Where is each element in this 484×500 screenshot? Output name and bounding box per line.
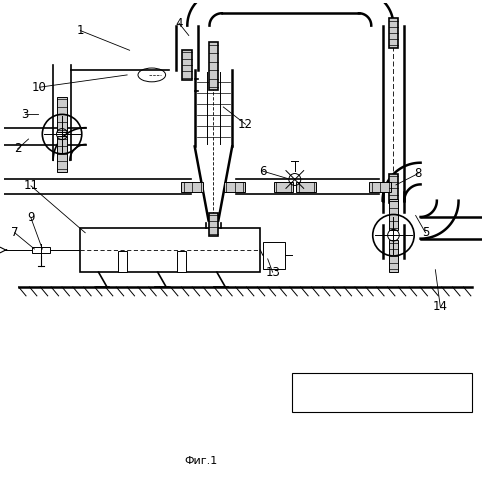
Text: -промывка: -промывка [338, 396, 396, 406]
Bar [368, 182, 390, 192]
Bar [388, 18, 397, 48]
Text: 4: 4 [175, 16, 182, 30]
Text: 14: 14 [432, 300, 447, 313]
Bar [80, 228, 260, 272]
Bar [57, 96, 67, 132]
Text: 5: 5 [421, 226, 428, 239]
Bar [292, 374, 471, 412]
Text: 1: 1 [76, 24, 84, 37]
Bar [388, 240, 397, 272]
Text: -фильтрация: -фильтрация [338, 378, 409, 388]
Bar [388, 198, 397, 230]
Bar [208, 212, 218, 236]
Text: 8: 8 [413, 167, 421, 180]
Bar [118, 252, 126, 272]
Text: 9: 9 [27, 212, 35, 224]
Bar [223, 182, 245, 192]
Bar [32, 247, 49, 253]
Bar [181, 182, 203, 192]
Bar [177, 252, 185, 272]
Bar [273, 182, 293, 192]
Text: 12: 12 [238, 118, 253, 130]
Bar [388, 174, 397, 203]
Text: 6: 6 [258, 164, 266, 177]
Bar [57, 136, 67, 172]
Bar [262, 242, 285, 268]
Text: 7: 7 [11, 226, 18, 239]
Text: 3: 3 [21, 108, 28, 121]
Bar [208, 42, 218, 90]
Text: 2: 2 [14, 142, 21, 156]
Bar [296, 182, 316, 192]
Bar [182, 50, 192, 80]
Text: Фиг.1: Фиг.1 [184, 456, 217, 466]
Text: 11: 11 [23, 180, 38, 192]
Text: 10: 10 [32, 81, 46, 94]
Text: 13: 13 [265, 266, 279, 278]
